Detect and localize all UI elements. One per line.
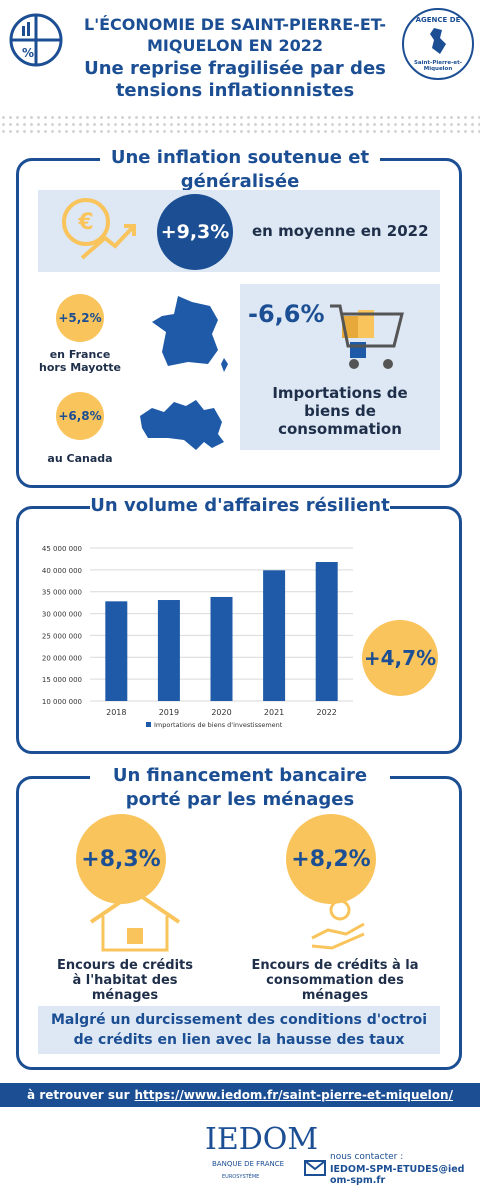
housing-value: +8,3% — [76, 814, 166, 904]
euro-text: EUROSYSTÈME — [222, 1174, 260, 1180]
y-tick-label: 45 000 000 — [42, 545, 82, 553]
house-icon — [89, 889, 181, 952]
footer-bar: à retrouver sur https://www.iedom.fr/sai… — [0, 1083, 480, 1107]
bar — [210, 596, 233, 701]
x-tick-label: 2022 — [317, 708, 337, 717]
consumption-text: Encours de crédits à la consommation des… — [251, 958, 419, 1003]
x-tick-label: 2018 — [106, 708, 126, 717]
y-tick-label: 40 000 000 — [42, 567, 82, 575]
bar — [157, 600, 180, 701]
bank-text: BANQUE DE FRANCE — [212, 1160, 285, 1168]
france-map — [152, 296, 228, 372]
section-title: Un financement bancaire porté par les mé… — [90, 764, 390, 812]
logo-bottom: Saint-Pierre-et-Miquelon — [413, 60, 463, 72]
imports-value: -6,6% — [248, 300, 325, 328]
y-tick-label: 35 000 000 — [42, 589, 82, 597]
y-tick-label: 15 000 000 — [42, 676, 82, 684]
svg-text:%: % — [22, 46, 34, 60]
main-value: +9,3% — [157, 194, 233, 270]
france-value: +5,2% — [56, 294, 104, 342]
canada-value: +6,8% — [56, 392, 104, 440]
x-tick-label: 2019 — [159, 708, 179, 717]
svg-text:€: € — [77, 210, 93, 235]
bar — [315, 561, 338, 701]
bar — [263, 570, 286, 701]
y-tick-label: 25 000 000 — [42, 632, 82, 640]
main-text: en moyenne en 2022 — [252, 222, 429, 240]
divider — [0, 114, 480, 136]
hand-icon — [311, 899, 365, 950]
cart-icon — [330, 304, 404, 369]
logo-map — [430, 28, 446, 54]
y-tick-label: 30 000 000 — [42, 611, 82, 619]
contact-email: IEDOM-SPM-ETUDES@iedom-spm.fr — [330, 1164, 465, 1186]
legend-swatch — [146, 722, 151, 727]
bar — [105, 601, 128, 701]
section-title: Un volume d'affaires résilient — [90, 494, 390, 518]
consumption-value: +8,2% — [286, 814, 376, 904]
mail-icon — [304, 1160, 326, 1176]
iedom-logo: IEDOM — [205, 1122, 319, 1157]
agency-logo: AGENCE DE Saint-Pierre-et-Miquelon — [402, 8, 474, 80]
growth-value: +4,7% — [362, 620, 438, 696]
y-tick-label: 20 000 000 — [42, 654, 82, 662]
canada-text: au Canada — [47, 452, 113, 465]
imports-text: Importations de biens de consommation — [272, 384, 408, 438]
note: Malgré un durcissement des conditions d'… — [38, 1006, 440, 1054]
logo-top: AGENCE DE — [415, 16, 461, 24]
footer-link[interactable]: https://www.iedom.fr/saint-pierre-et-miq… — [134, 1088, 453, 1102]
footer-prefix: à retrouver sur — [27, 1088, 130, 1102]
france-text: en France hors Mayotte — [39, 348, 121, 374]
legend-label: Importations de biens d'investissement — [154, 721, 283, 729]
housing-text: Encours de crédits à l'habitat des ménag… — [57, 958, 193, 1003]
canada-map — [140, 400, 224, 450]
subtitle: Une reprise fragilisée par des tensions … — [84, 58, 386, 101]
title: L'ÉCONOMIE DE SAINT-PIERRE-ET-MIQUELON E… — [84, 15, 386, 55]
x-tick-label: 2021 — [264, 708, 284, 717]
euro-icon: € — [62, 198, 136, 260]
y-tick-label: 10 000 000 — [42, 698, 82, 706]
section-title: Une inflation soutenue et généralisée — [100, 146, 380, 194]
x-tick-label: 2020 — [211, 708, 231, 717]
chart: 10 000 000 15 000 000 20 000 000 25 000 000… — [42, 545, 353, 729]
header-icon: % — [9, 13, 63, 67]
contact-label: nous contacter : — [330, 1152, 404, 1162]
